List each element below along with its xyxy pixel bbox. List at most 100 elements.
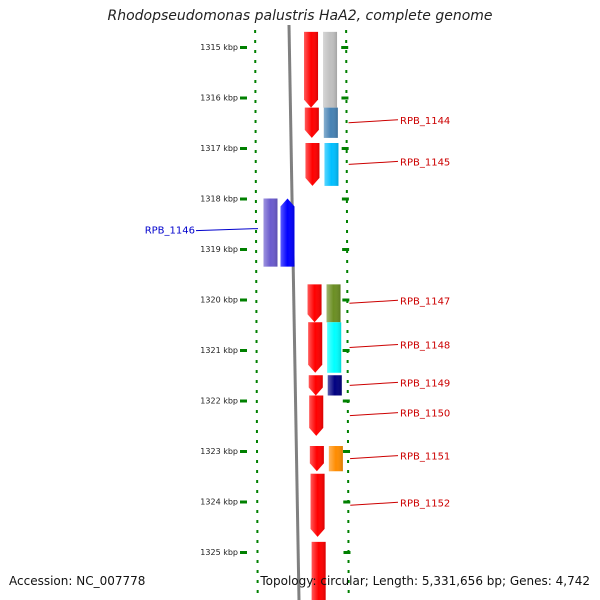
- guide-dot: [254, 120, 257, 123]
- right-tick: [341, 96, 349, 100]
- gene-label[interactable]: RPB_1146: [145, 226, 195, 237]
- tick-label: 1322 kbp: [200, 397, 238, 406]
- guide-dot: [255, 380, 258, 383]
- label-leader: [350, 501, 399, 506]
- left-tick: [240, 197, 247, 201]
- guide-dot: [254, 70, 257, 73]
- gene-label[interactable]: RPB_1145: [400, 157, 450, 168]
- guide-dot: [346, 320, 349, 323]
- right-tick: [341, 46, 349, 49]
- guide-dot: [345, 180, 348, 183]
- guide-dot: [345, 160, 348, 163]
- gene-label[interactable]: RPB_1151: [400, 452, 450, 463]
- guide-dot: [255, 240, 258, 243]
- guide-dot: [256, 490, 259, 493]
- guide-dot: [254, 40, 257, 43]
- guide-dot: [254, 210, 257, 213]
- tick-label: 1316 kbp: [200, 94, 238, 103]
- scale-ticks: 1315 kbp 1316 kbp 1317 kbp 1318 kbp 1319 kbp…: [200, 43, 351, 557]
- guide-dot: [345, 50, 348, 53]
- guide-dot: [345, 210, 348, 213]
- gene-label[interactable]: RPB_1144: [400, 116, 450, 127]
- left-tick: [240, 96, 247, 100]
- gene-shading: [304, 31, 319, 108]
- gene-shading: [305, 142, 320, 186]
- tick-label: 1324 kbp: [200, 498, 238, 507]
- gene-shading: [308, 375, 323, 396]
- guide-dot: [254, 90, 257, 93]
- guide-dot: [256, 520, 259, 523]
- guide-dot: [254, 130, 257, 133]
- guide-dot: [347, 470, 350, 473]
- guide-dot: [254, 220, 257, 223]
- guide-dot: [346, 340, 349, 343]
- guide-dot: [345, 150, 348, 153]
- guide-dot: [255, 430, 258, 433]
- gene-shading: [310, 473, 325, 537]
- guide-dot: [254, 60, 257, 63]
- gene-label[interactable]: RPB_1148: [400, 340, 450, 351]
- guide-dot: [346, 370, 349, 373]
- left-tick: [240, 46, 247, 49]
- right-tick: [343, 500, 351, 504]
- guide-dot: [256, 510, 259, 513]
- guide-dot: [255, 290, 258, 293]
- guide-dot: [254, 180, 257, 183]
- guide-dot: [345, 170, 348, 173]
- guide-dot: [347, 520, 350, 523]
- gene-shading: [323, 31, 338, 108]
- guide-dot: [347, 570, 350, 573]
- guide-dot: [254, 50, 257, 53]
- tick-label: 1320 kbp: [200, 296, 238, 305]
- guide-dot: [255, 230, 258, 233]
- guide-dot: [345, 140, 348, 143]
- guide-dot: [254, 200, 257, 203]
- guide-dot: [347, 480, 350, 483]
- guide-dot: [255, 350, 258, 353]
- right-tick: [343, 551, 351, 554]
- topology-summary: Topology: circular; Length: 5,331,656 bp…: [260, 574, 590, 588]
- tick-label: 1321 kbp: [200, 346, 238, 355]
- gene-shading: [327, 375, 342, 396]
- backbone-line: [287, 24, 301, 600]
- gene-label[interactable]: RPB_1149: [400, 378, 450, 389]
- guide-dot: [346, 420, 349, 423]
- tick-label: 1315 kbp: [200, 43, 238, 52]
- gene-label[interactable]: RPB_1150: [400, 409, 450, 420]
- guide-dot: [345, 80, 348, 83]
- guide-dot: [346, 260, 349, 263]
- guide-dot: [346, 240, 349, 243]
- gene-shading: [324, 142, 339, 186]
- map-title: Rhodopseudomonas palustris HaA2, complet…: [107, 8, 493, 24]
- label-leader: [195, 228, 259, 232]
- gene-shading: [328, 445, 343, 472]
- gene-label[interactable]: RPB_1147: [400, 296, 450, 307]
- gene-shading: [307, 284, 322, 323]
- guide-dot: [346, 410, 349, 413]
- guide-dot: [254, 110, 257, 113]
- guide-dot: [345, 30, 348, 33]
- guide-dot: [255, 400, 258, 403]
- guide-dot: [347, 560, 350, 563]
- guide-dot: [255, 440, 258, 443]
- label-leader: [349, 381, 399, 386]
- guide-dot: [255, 420, 258, 423]
- guide-dot: [254, 190, 257, 193]
- guide-dot: [256, 460, 259, 463]
- guide-dot: [255, 270, 258, 273]
- gene-shading: [326, 284, 341, 323]
- left-tick: [240, 551, 247, 554]
- guide-dot: [346, 330, 349, 333]
- guide-dot: [346, 280, 349, 283]
- guide-dot: [256, 580, 259, 583]
- gene-label[interactable]: RPB_1152: [400, 498, 450, 509]
- right-tick: [342, 399, 350, 403]
- guide-dot: [255, 330, 258, 333]
- gene-shading: [263, 198, 278, 267]
- guide-dot: [255, 370, 258, 373]
- guide-dot: [346, 310, 349, 313]
- guide-dot: [346, 430, 349, 433]
- guide-dot: [255, 410, 258, 413]
- guide-dot: [256, 500, 259, 503]
- guide-dot: [255, 320, 258, 323]
